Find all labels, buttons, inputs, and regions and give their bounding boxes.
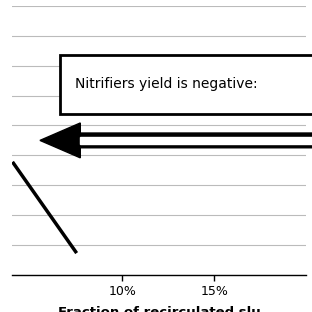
- Bar: [60, 55, 312, 114]
- FancyArrow shape: [80, 137, 312, 144]
- FancyArrow shape: [40, 123, 312, 158]
- Text: Nitrifiers yield is negative:: Nitrifiers yield is negative:: [75, 77, 257, 91]
- X-axis label: Fraction of recirculated slu: Fraction of recirculated slu: [58, 306, 261, 312]
